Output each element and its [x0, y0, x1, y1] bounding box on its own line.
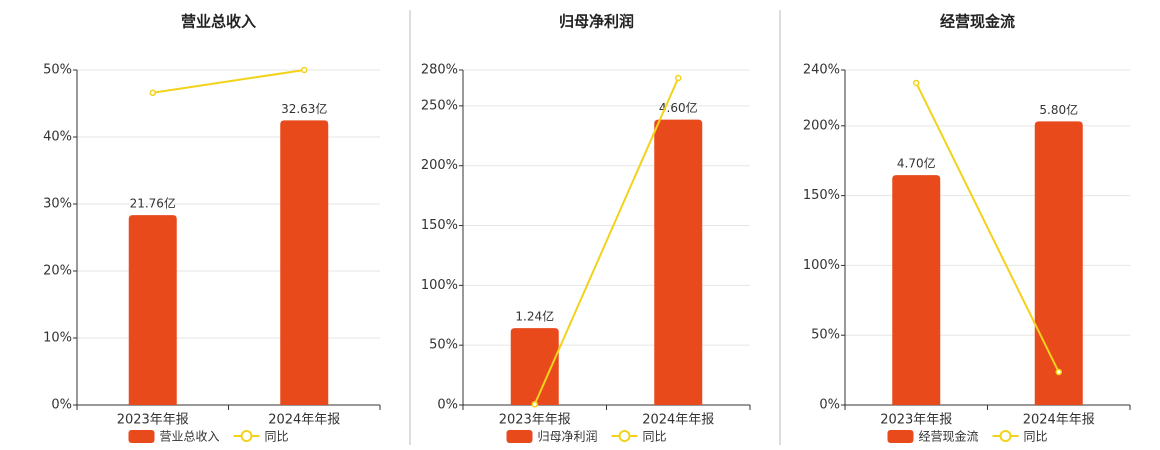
x-tick-label: 2023年年报	[880, 413, 952, 428]
y-tick-label: 250%	[421, 98, 458, 113]
line	[152, 69, 305, 94]
line-point	[149, 89, 156, 97]
x-tick-label: 2024年年报	[1023, 413, 1095, 428]
value-label: 21.76亿	[130, 196, 176, 211]
legend-label: 同比	[643, 430, 667, 444]
y-tick-label: 50%	[811, 328, 840, 343]
legend-swatch	[506, 430, 533, 443]
line-point	[531, 401, 538, 408]
line-point	[301, 66, 308, 74]
legend-label: 同比	[265, 430, 289, 444]
value-label: 1.24亿	[515, 309, 554, 324]
y-tick-label: 100%	[421, 278, 458, 293]
legend-label: 同比	[1024, 430, 1048, 444]
y-tick-label: 240%	[803, 63, 840, 78]
y-tick-label: 150%	[421, 218, 458, 233]
bar	[892, 175, 941, 405]
x-tick-label: 2023年年报	[499, 413, 571, 428]
y-tick-label: 0%	[51, 398, 72, 413]
y-tick-label: 0%	[437, 398, 458, 413]
legend-label: 归母净利润	[538, 430, 598, 444]
bar	[1034, 121, 1083, 405]
value-label: 32.63亿	[281, 101, 327, 116]
x-tick-label: 2023年年报	[117, 413, 189, 428]
y-tick-label: 100%	[803, 258, 840, 273]
legend-label: 营业总收入	[160, 430, 220, 444]
legend-swatch	[887, 430, 914, 443]
legend-point	[618, 430, 631, 442]
value-label: 4.70亿	[897, 156, 936, 171]
x-tick-label: 2024年年报	[268, 413, 340, 428]
line-point	[675, 74, 682, 82]
value-label: 4.60亿	[659, 100, 698, 115]
y-tick-label: 50%	[429, 338, 458, 353]
line-point	[1055, 368, 1062, 376]
legend-label: 经营现金流	[919, 429, 979, 444]
y-tick-label: 200%	[803, 118, 840, 133]
bar	[128, 215, 177, 405]
y-tick-label: 50%	[43, 63, 72, 78]
y-tick-label: 0%	[819, 398, 840, 413]
y-tick-label: 40%	[43, 130, 72, 145]
bar	[654, 119, 703, 405]
value-label: 5.80亿	[1039, 102, 1078, 117]
y-tick-label: 20%	[43, 264, 72, 279]
legend-swatch	[128, 430, 155, 443]
chart-title: 营业总收入	[181, 13, 256, 31]
chart-title: 经营现金流	[940, 13, 1015, 31]
line-point	[913, 79, 920, 87]
y-tick-label: 150%	[803, 188, 840, 203]
line	[915, 82, 1060, 373]
y-tick-label: 30%	[43, 197, 72, 212]
legend-point	[240, 430, 253, 442]
legend-point	[999, 430, 1012, 442]
y-tick-label: 10%	[43, 331, 72, 346]
chart-title: 归母净利润	[559, 13, 634, 31]
y-tick-label: 280%	[421, 63, 458, 78]
x-tick-label: 2024年年报	[642, 413, 714, 428]
line	[533, 77, 680, 405]
bar	[510, 328, 559, 405]
bar	[280, 120, 329, 405]
y-tick-label: 200%	[421, 158, 458, 173]
